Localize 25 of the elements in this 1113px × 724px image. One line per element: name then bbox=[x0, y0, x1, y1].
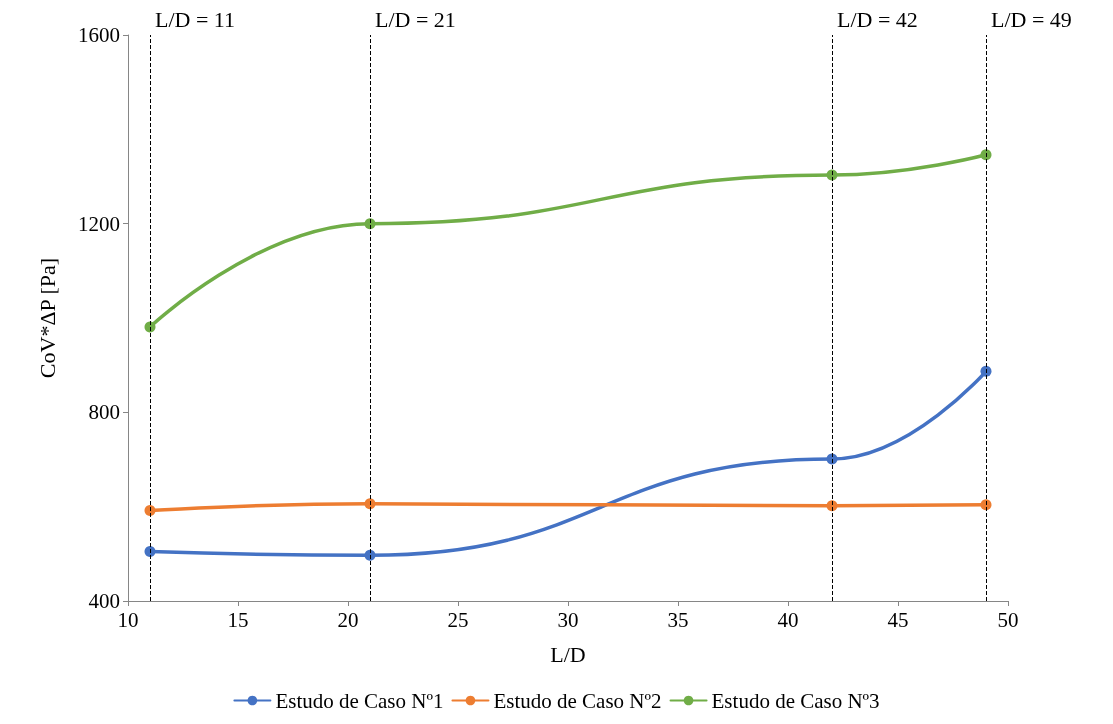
x-tick-label: 45 bbox=[887, 607, 909, 632]
x-axis-title: L/D bbox=[550, 641, 586, 667]
legend-label: Estudo de Caso Nº1 bbox=[275, 688, 444, 713]
point bbox=[364, 218, 376, 230]
ref-line-label: L/D = 11 bbox=[155, 6, 236, 32]
y-tick-label: 1600 bbox=[78, 23, 120, 47]
x-tick-label: 10 bbox=[117, 607, 139, 632]
legend-label: Estudo de Caso Nº3 bbox=[711, 688, 880, 713]
point bbox=[144, 545, 156, 557]
x-tick-label: 40 bbox=[777, 607, 799, 632]
y-tick-label: 1200 bbox=[78, 211, 120, 236]
x-tick-label: 15 bbox=[227, 607, 249, 632]
point bbox=[144, 504, 156, 516]
ref-line-label: L/D = 49 bbox=[991, 6, 1072, 32]
x-tick-label: 50 bbox=[997, 607, 1019, 632]
x-tick-label: 20 bbox=[337, 607, 359, 632]
ref-line-label: L/D = 42 bbox=[837, 6, 918, 32]
y-tick-label: 800 bbox=[88, 400, 120, 425]
y-axis-title: CoV*ΔP [Pa] bbox=[34, 257, 60, 379]
legend-label: Estudo de Caso Nº2 bbox=[493, 688, 662, 713]
ref-line-label: L/D = 21 bbox=[375, 6, 456, 32]
y-tick-label: 400 bbox=[88, 589, 120, 613]
x-tick-label: 25 bbox=[447, 607, 469, 632]
x-tick-label: 35 bbox=[667, 607, 689, 632]
x-tick-label: 30 bbox=[557, 607, 579, 632]
